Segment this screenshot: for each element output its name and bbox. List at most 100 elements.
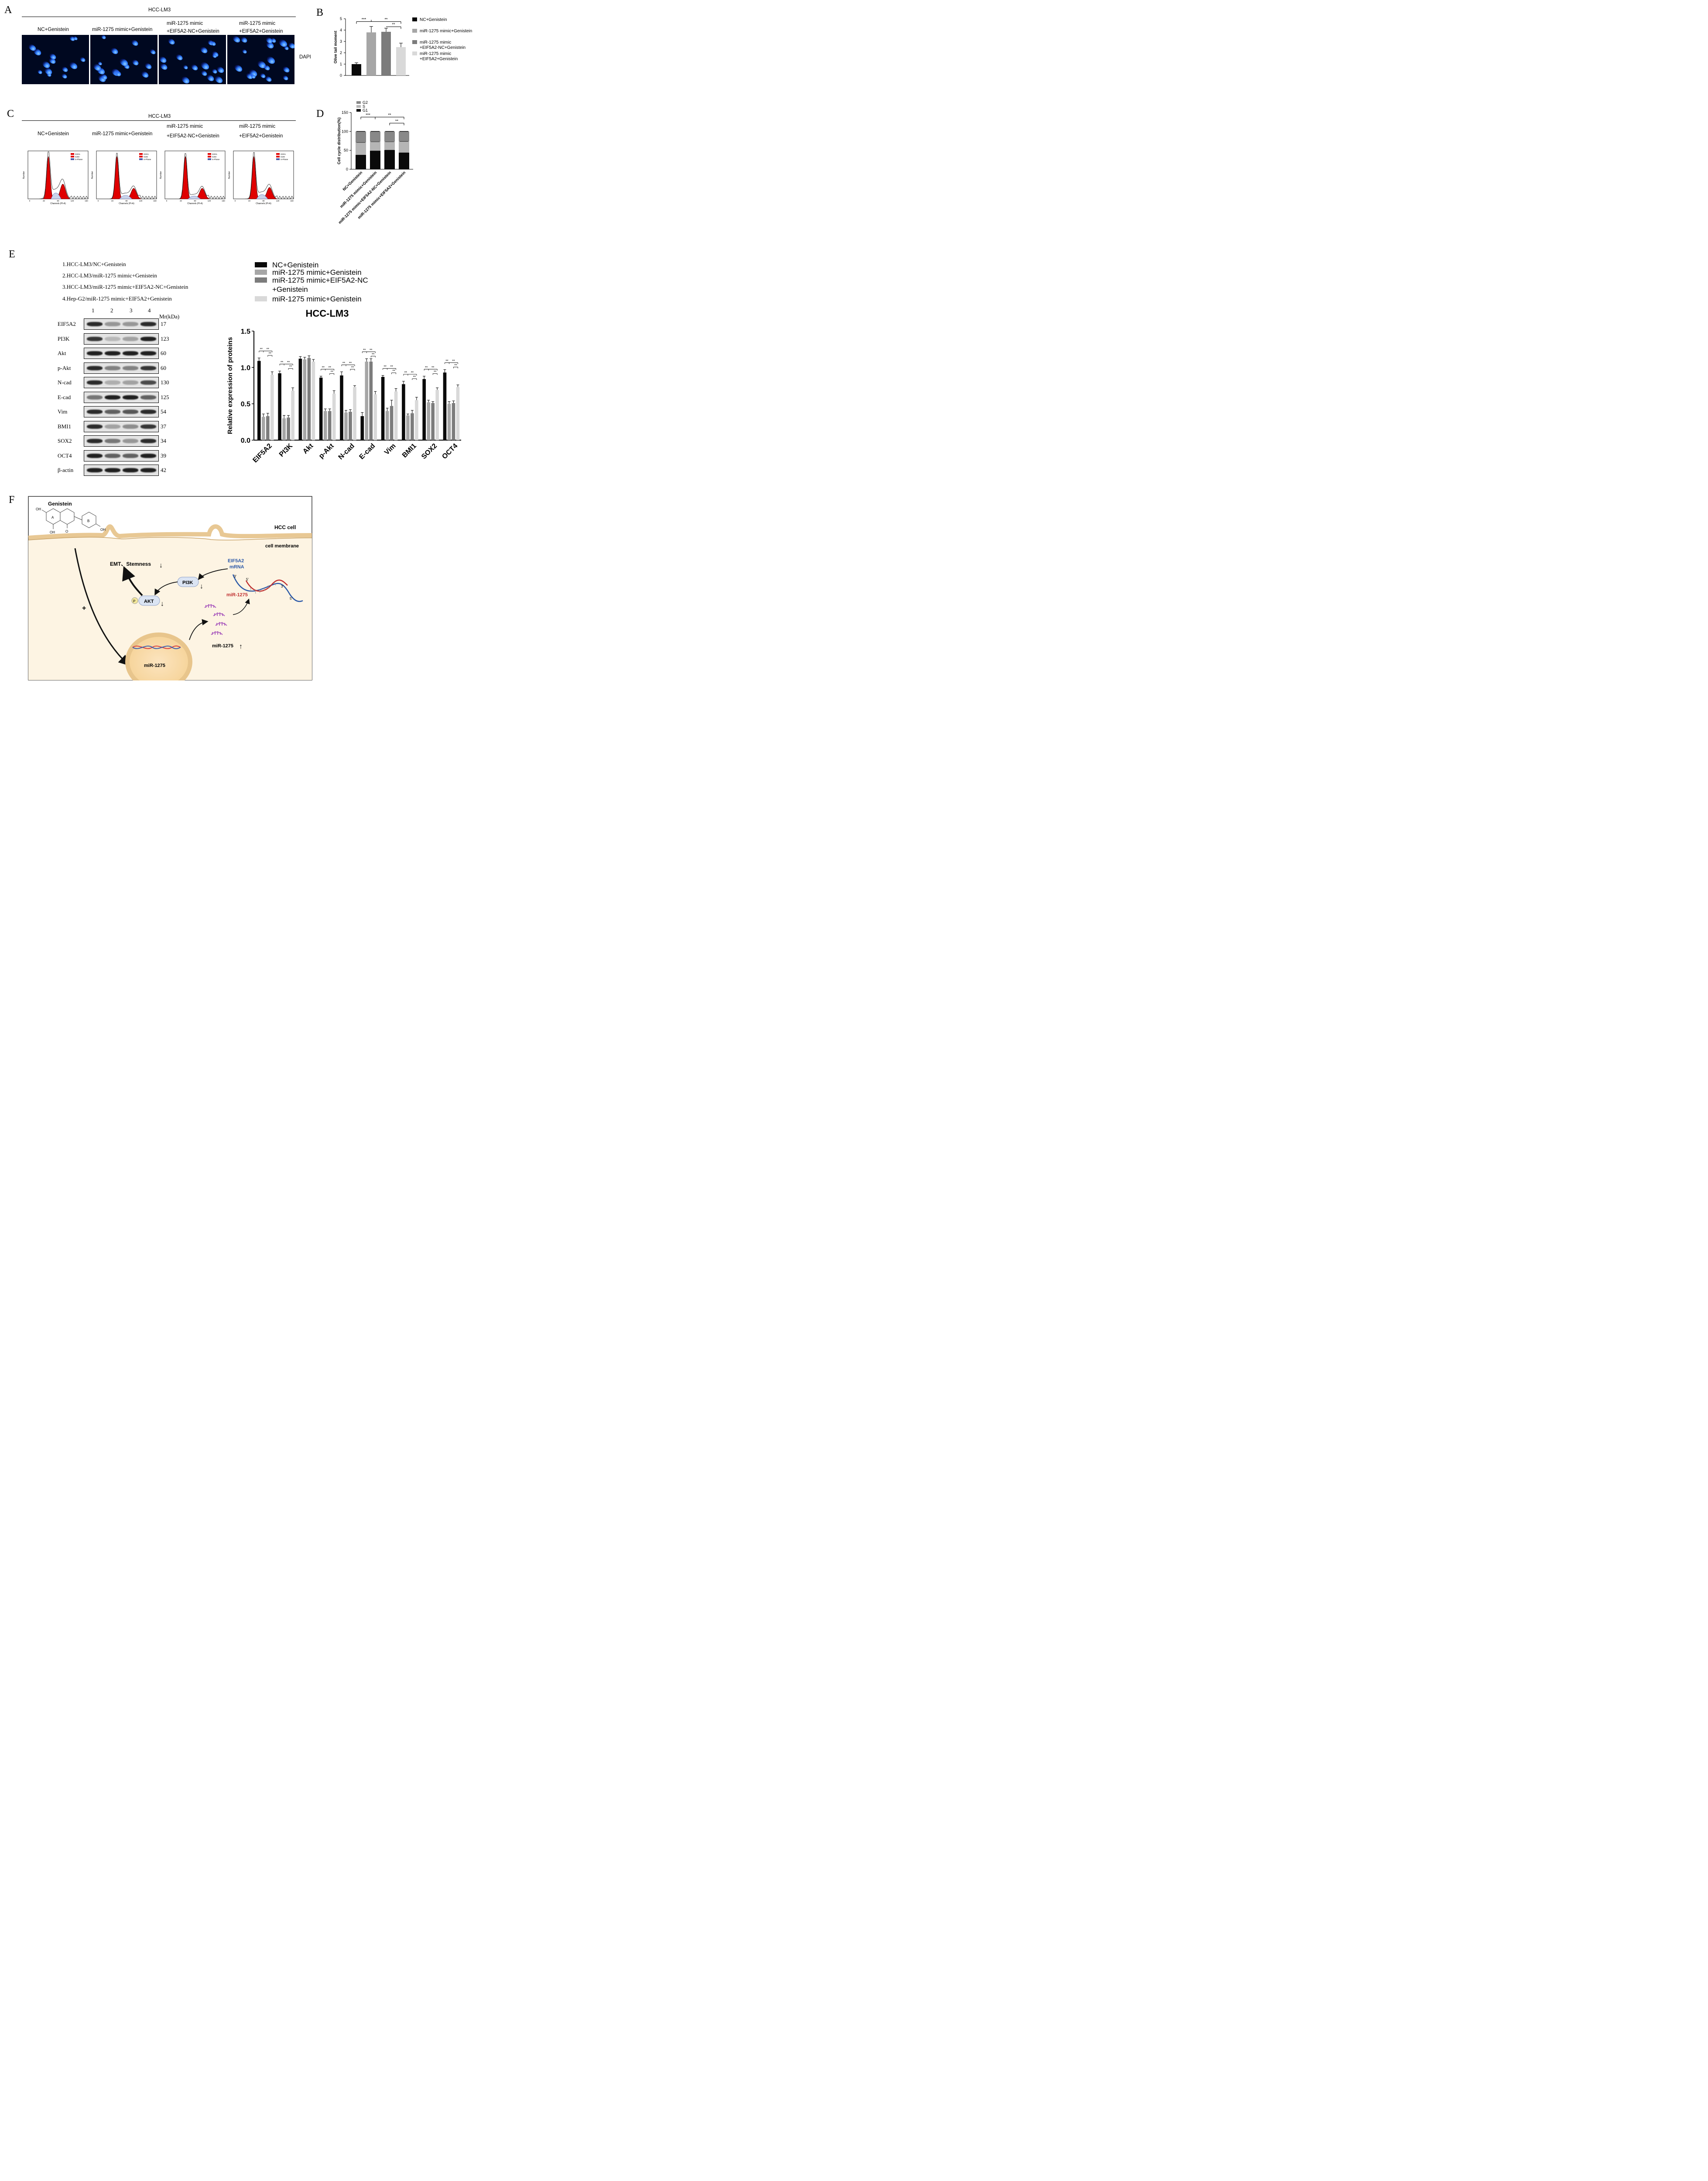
blot-band: [140, 380, 156, 385]
sig-label: **: [431, 366, 434, 369]
sig-label: **: [269, 352, 271, 356]
bar: [270, 375, 274, 440]
blot-band: [140, 439, 156, 443]
blot-band: [87, 468, 103, 472]
ring-a-label: A: [51, 516, 54, 520]
y-tick-label: 100: [342, 129, 348, 133]
histogram-y-label: Number: [23, 171, 25, 179]
panel-c-header: HCC-LM3: [148, 114, 171, 119]
legend-swatch: [139, 156, 143, 157]
comet-cell: [131, 58, 140, 67]
bar: [431, 403, 435, 440]
blot-band: [123, 453, 138, 458]
lane-number-3: 3: [130, 307, 133, 314]
s-phase-area: [51, 192, 62, 199]
stack-segment: [356, 142, 366, 155]
histogram-tick: 120: [139, 200, 143, 202]
histogram-tick: 160: [222, 200, 225, 202]
blot-band: [140, 366, 156, 370]
bar: [435, 390, 439, 440]
stack-segment: [399, 141, 409, 153]
comet-cell: [140, 70, 150, 79]
histogram-tick: 0: [235, 200, 236, 202]
stack-segment: [356, 155, 366, 169]
oh-bottom-label: OH: [50, 530, 55, 534]
blot-band: [105, 468, 120, 472]
blot-band: [123, 336, 138, 341]
three-prime-right: 3': [281, 585, 284, 588]
comet-cell: [130, 39, 140, 48]
panel-label-d: D: [316, 108, 324, 120]
sig-label: **: [413, 375, 416, 379]
legend-swatch: [208, 158, 211, 160]
duplex-rungs: [250, 582, 276, 594]
histogram-tick: 120: [208, 200, 211, 202]
blot-protein-label: EIF5A2: [58, 321, 76, 327]
legend-label: G2: [363, 100, 368, 105]
bar: [373, 394, 377, 440]
y-tick-label: 4: [340, 28, 342, 32]
blot-band: [87, 395, 103, 400]
sig-label: ***: [366, 113, 370, 117]
legend-label: G2M: [212, 156, 216, 158]
sig-label: **: [384, 17, 388, 22]
stack-segment: [370, 150, 380, 169]
legend-label: G0G1: [75, 153, 81, 155]
sig-label: **: [342, 361, 345, 365]
pi3k-to-akt-arrow: [154, 581, 178, 596]
panel-c-header-line: [22, 120, 296, 121]
bar: [328, 411, 332, 440]
nucleus-mir-label: miR-1275: [144, 663, 165, 668]
blot-protein-label: OCT4: [58, 452, 72, 459]
bar: [340, 375, 343, 440]
pi3k-down-arrow: ↓: [200, 583, 203, 590]
histogram-tick: 80: [262, 200, 265, 202]
blot-band: [105, 351, 120, 356]
sig-label: **: [281, 361, 283, 365]
sig-label: **: [287, 361, 290, 365]
blot-protein-label: PI3K: [58, 335, 70, 342]
x-category-label: Vim: [383, 442, 397, 457]
lane-legend-2: 2.HCC-LM3/miR-1275 mimic+Genistein: [62, 272, 157, 279]
bar: [266, 416, 270, 440]
five-prime-mid: 5': [246, 578, 249, 581]
comet-cell: [216, 65, 225, 74]
legend-label: G0G1: [212, 153, 218, 155]
sig-label: **: [331, 370, 333, 374]
blot-strip: [84, 420, 159, 432]
comet-cell: [190, 63, 199, 72]
blot-protein-label: E-cad: [58, 393, 71, 400]
blot-mr-value: 42: [161, 467, 166, 473]
bar: [394, 391, 398, 440]
genistein-structure: [41, 508, 101, 529]
legend-label: NC+Genistein: [420, 17, 447, 22]
y-tick-label: 2: [340, 51, 342, 55]
legend-swatch: [255, 270, 267, 275]
x-category-label: miR-1275 mimic+EIF5A2-NC+Genistein: [338, 170, 392, 225]
bar: [369, 362, 373, 440]
blot-band: [87, 453, 103, 458]
bar: [349, 412, 352, 440]
bar: [311, 362, 315, 440]
comet-cell: [205, 73, 216, 82]
panel-c-group-4-line1: miR-1275 mimic: [239, 124, 276, 129]
eif5a2-mrna-label-1: EIF5A2: [228, 558, 244, 564]
blot-protein-label: Vim: [58, 408, 68, 415]
histogram-tick: 40: [111, 200, 114, 202]
mirna-binding-arrow: [233, 598, 250, 615]
sig-label: **: [452, 359, 455, 363]
blot-band: [87, 351, 103, 356]
genistein-label: Genistein: [48, 501, 72, 507]
lane-legend-4: 4.Hep-G2/miR-1275 mimic+EIF5A2+Genistein: [62, 295, 172, 302]
x-category-label: E-cad: [358, 442, 377, 461]
carbonyl-label: O: [65, 530, 68, 533]
blot-band: [105, 424, 120, 429]
comet-cell: [209, 40, 217, 47]
g0g1-peak: [180, 156, 191, 199]
histogram-x-label: Channels (PI-A): [119, 202, 134, 205]
legend-label: G0G1: [281, 153, 286, 155]
blot-band: [105, 322, 120, 326]
comet-cell: [110, 47, 120, 56]
blot-strip: [84, 391, 159, 403]
